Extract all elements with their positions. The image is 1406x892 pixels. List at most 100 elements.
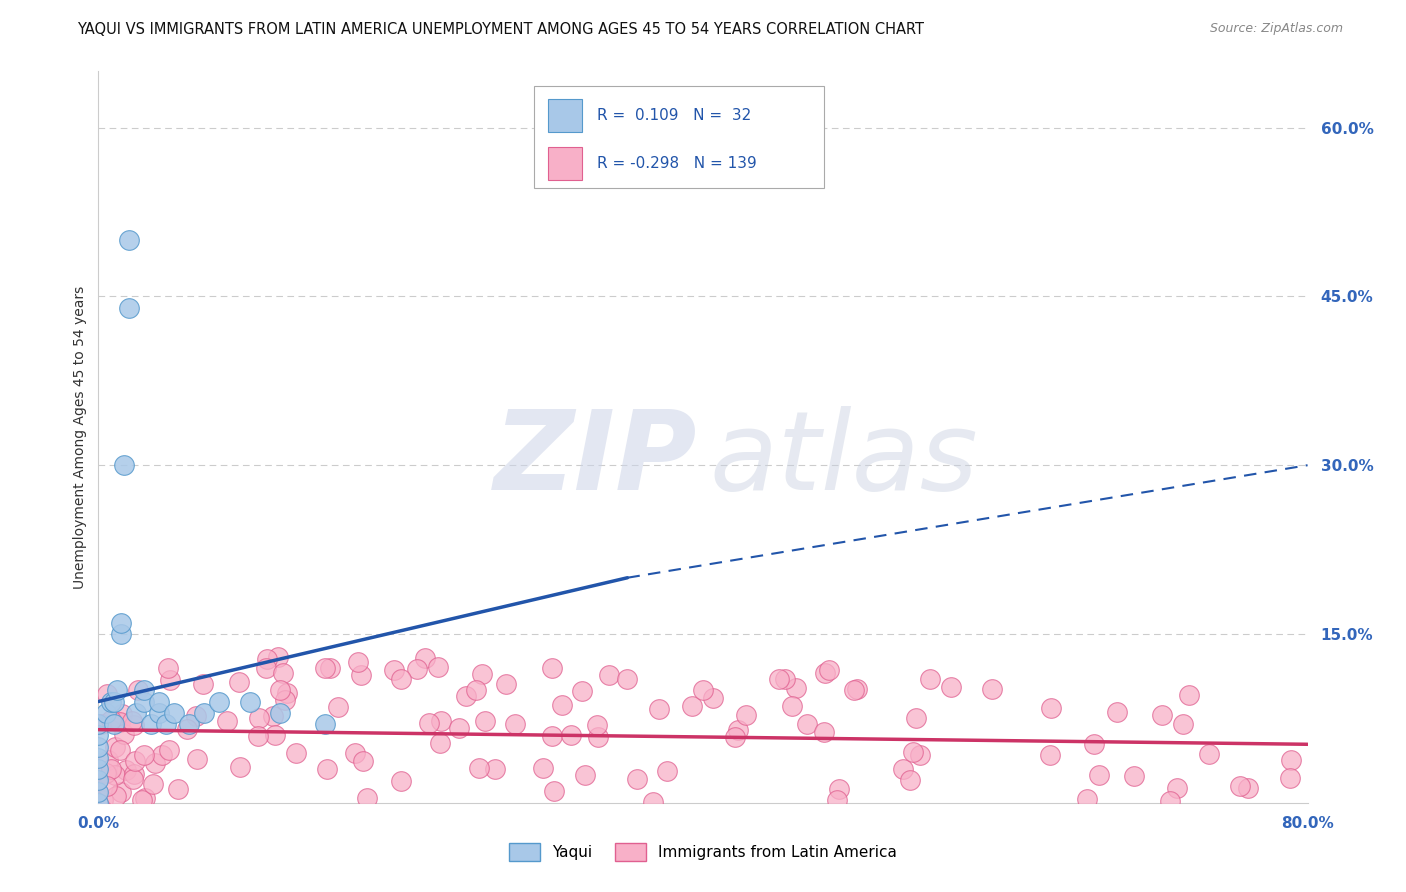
Point: [193, 677, 215, 691]
Point: [125, 706, 148, 720]
Point: [91, 793, 114, 807]
Point: [901, 745, 924, 759]
FancyBboxPatch shape: [548, 147, 582, 180]
Point: [215, 714, 238, 728]
Point: [588, 731, 610, 745]
Point: [186, 709, 208, 723]
Point: [122, 767, 145, 781]
Point: [239, 694, 262, 708]
Point: [263, 728, 285, 742]
Point: [141, 717, 163, 731]
Point: [768, 672, 790, 686]
Point: [122, 772, 145, 786]
Point: [87, 796, 110, 810]
Point: [87, 717, 110, 731]
Point: [900, 773, 922, 788]
Point: [100, 694, 122, 708]
Point: [413, 651, 436, 665]
Point: [107, 714, 129, 729]
Point: [560, 728, 582, 742]
Point: [427, 660, 450, 674]
Point: [96, 779, 118, 793]
Point: [115, 763, 138, 777]
Point: [780, 698, 803, 713]
Point: [124, 754, 146, 768]
Point: [908, 747, 931, 762]
Point: [179, 717, 201, 731]
Point: [247, 711, 270, 725]
Point: [347, 656, 370, 670]
Point: [382, 663, 405, 677]
Point: [531, 761, 554, 775]
Point: [724, 730, 747, 744]
Point: [96, 687, 118, 701]
Text: atlas: atlas: [709, 406, 977, 513]
Point: [1038, 747, 1060, 762]
Point: [159, 673, 181, 687]
Point: [111, 706, 134, 721]
Point: [266, 650, 288, 665]
Point: [134, 791, 156, 805]
Point: [1229, 779, 1251, 793]
Point: [828, 781, 851, 796]
Point: [193, 706, 215, 720]
FancyBboxPatch shape: [548, 99, 582, 132]
Point: [905, 711, 928, 725]
Point: [269, 706, 291, 720]
Point: [167, 782, 190, 797]
Point: [1083, 737, 1105, 751]
Point: [97, 753, 120, 767]
Point: [350, 668, 373, 682]
Point: [108, 743, 131, 757]
Point: [112, 727, 135, 741]
Point: [939, 681, 962, 695]
Point: [110, 785, 132, 799]
Point: [143, 756, 166, 770]
Point: [352, 754, 374, 768]
Point: [818, 664, 841, 678]
Point: [692, 683, 714, 698]
Point: [796, 717, 818, 731]
Point: [456, 689, 478, 703]
Point: [891, 762, 914, 776]
Point: [1088, 768, 1111, 782]
Point: [773, 672, 796, 686]
Point: [318, 661, 340, 675]
Point: [314, 661, 336, 675]
Point: [598, 668, 620, 682]
Point: [540, 661, 562, 675]
Point: [626, 772, 648, 787]
Point: [262, 709, 284, 723]
Text: Source: ZipAtlas.com: Source: ZipAtlas.com: [1209, 22, 1343, 36]
Point: [468, 761, 491, 775]
Point: [274, 693, 297, 707]
Point: [142, 776, 165, 790]
Point: [727, 723, 749, 738]
Point: [1178, 688, 1201, 702]
Point: [155, 717, 177, 731]
Point: [813, 725, 835, 739]
Point: [389, 773, 412, 788]
Point: [87, 762, 110, 776]
Point: [269, 683, 291, 698]
Point: [228, 760, 250, 774]
Point: [1159, 794, 1181, 808]
Point: [104, 768, 127, 782]
Point: [1039, 701, 1062, 715]
Point: [844, 683, 866, 698]
Point: [495, 676, 517, 690]
Point: [418, 715, 440, 730]
Y-axis label: Unemployment Among Ages 45 to 54 years: Unemployment Among Ages 45 to 54 years: [73, 285, 87, 589]
Point: [94, 706, 117, 720]
Point: [208, 694, 231, 708]
Point: [814, 665, 837, 680]
Legend: Yaqui, Immigrants from Latin America: Yaqui, Immigrants from Latin America: [509, 843, 897, 861]
Point: [104, 739, 127, 754]
Point: [118, 233, 141, 247]
Point: [157, 743, 180, 757]
Point: [127, 682, 149, 697]
Point: [484, 762, 506, 776]
Point: [585, 717, 607, 731]
Point: [1123, 769, 1146, 783]
Point: [734, 707, 756, 722]
